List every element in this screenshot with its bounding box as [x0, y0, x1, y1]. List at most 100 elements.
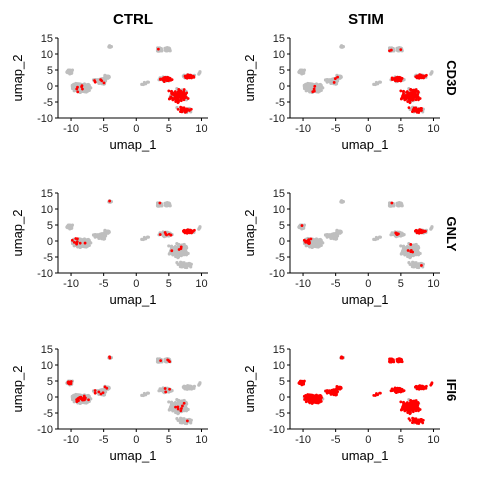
points — [65, 199, 202, 270]
data-point — [319, 240, 324, 244]
data-point-expressed — [405, 90, 409, 93]
data-point — [98, 236, 102, 240]
data-point — [146, 80, 151, 84]
data-point — [337, 229, 341, 233]
data-point — [396, 49, 400, 53]
data-point-expressed — [317, 395, 321, 399]
data-point — [378, 80, 383, 84]
y-tick-label: 0 — [279, 81, 285, 93]
data-point-expressed — [182, 401, 186, 405]
data-point — [186, 386, 190, 391]
data-point — [189, 262, 193, 266]
data-point-expressed — [420, 109, 423, 112]
y-tick-label: 15 — [273, 33, 285, 45]
y-tick-label: 5 — [47, 220, 53, 232]
data-point-expressed — [410, 94, 414, 98]
data-point — [142, 391, 147, 396]
data-point — [142, 235, 147, 240]
data-point-expressed — [168, 97, 172, 100]
x-tick-label: -10 — [295, 123, 311, 135]
data-point-expressed — [409, 243, 413, 246]
data-point-expressed — [99, 392, 103, 396]
y-tick-label: -10 — [37, 113, 53, 125]
y-tick-label: 10 — [41, 360, 53, 372]
data-point — [396, 204, 400, 208]
data-point-expressed — [399, 48, 403, 52]
data-point — [105, 229, 109, 233]
data-point-expressed — [93, 79, 96, 82]
data-point-expressed — [171, 98, 175, 102]
data-point-expressed — [332, 81, 336, 84]
data-point-expressed — [304, 400, 308, 404]
y-tick-label: 0 — [47, 392, 53, 404]
data-point — [310, 84, 315, 88]
data-point — [161, 388, 165, 393]
data-point — [323, 233, 328, 237]
data-point — [314, 90, 319, 94]
data-point — [75, 394, 79, 398]
y-axis-title: umap_2 — [10, 210, 25, 257]
data-point-expressed — [74, 237, 78, 240]
data-point — [167, 244, 171, 248]
data-point-expressed — [181, 404, 184, 408]
data-point-expressed — [170, 92, 173, 95]
data-point — [180, 261, 184, 265]
data-point-expressed — [75, 400, 79, 403]
x-tick-label: 10 — [195, 434, 207, 446]
data-point — [198, 225, 202, 229]
data-point-expressed — [76, 90, 80, 94]
data-point-expressed — [311, 395, 314, 399]
y-tick-label: -5 — [43, 408, 53, 420]
data-point-expressed — [402, 89, 405, 93]
data-point-expressed — [170, 249, 174, 253]
data-point-expressed — [67, 381, 71, 385]
data-point-expressed — [186, 231, 190, 234]
x-axis-title: umap_1 — [342, 137, 389, 152]
data-point-expressed — [178, 110, 182, 113]
data-point — [185, 262, 189, 266]
data-point — [179, 400, 183, 404]
data-point-expressed — [93, 391, 97, 395]
column-title-stim: STIM — [348, 11, 384, 28]
data-point — [105, 74, 109, 78]
data-point — [72, 89, 76, 93]
data-point — [323, 78, 328, 82]
x-tick-label: -5 — [331, 123, 341, 135]
points — [297, 199, 434, 270]
data-point-expressed — [169, 233, 173, 237]
data-point — [177, 398, 181, 403]
data-point — [75, 83, 79, 87]
data-point — [176, 253, 180, 257]
data-point-expressed — [179, 89, 183, 93]
data-point-expressed — [175, 95, 179, 99]
data-point — [399, 202, 403, 206]
data-point — [378, 235, 383, 239]
data-point-expressed — [177, 88, 181, 91]
data-point-expressed — [180, 106, 184, 110]
data-point — [400, 233, 404, 237]
x-tick-label: 5 — [398, 123, 404, 135]
data-point — [430, 70, 434, 74]
data-point-expressed — [406, 100, 410, 103]
data-point — [176, 418, 180, 422]
data-point-expressed — [418, 231, 422, 234]
data-point — [319, 85, 324, 89]
data-point — [304, 244, 308, 248]
data-point-expressed — [165, 233, 169, 237]
data-point-expressed — [80, 85, 83, 89]
data-point-expressed — [174, 405, 177, 409]
y-tick-label: 0 — [47, 236, 53, 248]
data-point — [180, 417, 184, 421]
y-tick-label: -10 — [37, 424, 53, 436]
data-point — [102, 393, 106, 397]
y-axis-title: umap_2 — [10, 55, 25, 102]
y-tick-label: 10 — [41, 49, 53, 61]
data-point-expressed — [300, 224, 304, 227]
data-point — [178, 420, 182, 425]
data-point-expressed — [185, 107, 189, 111]
data-point — [168, 251, 172, 256]
x-tick-label: 10 — [195, 123, 207, 135]
